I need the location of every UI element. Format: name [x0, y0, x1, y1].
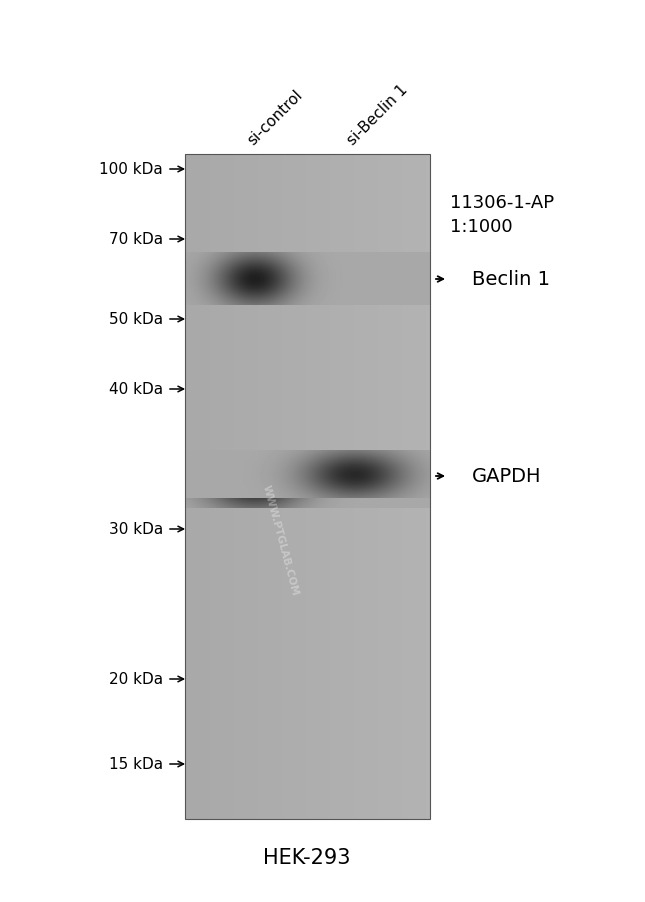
- Text: 100 kDa: 100 kDa: [99, 162, 163, 178]
- Bar: [185, 155, 430, 819]
- Text: 70 kDa: 70 kDa: [109, 232, 163, 247]
- Text: GAPDH: GAPDH: [472, 467, 542, 486]
- Text: 40 kDa: 40 kDa: [109, 382, 163, 397]
- Text: 11306-1-AP
1:1000: 11306-1-AP 1:1000: [450, 194, 554, 235]
- Text: 50 kDa: 50 kDa: [109, 312, 163, 327]
- Text: WWW.PTGLAB.COM: WWW.PTGLAB.COM: [261, 483, 300, 596]
- Text: si-Beclin 1: si-Beclin 1: [344, 82, 410, 148]
- Text: si-control: si-control: [244, 87, 305, 148]
- Text: Beclin 1: Beclin 1: [472, 271, 550, 290]
- Text: HEK-293: HEK-293: [263, 847, 351, 867]
- Text: 30 kDa: 30 kDa: [109, 522, 163, 537]
- Text: 20 kDa: 20 kDa: [109, 672, 163, 686]
- Text: 15 kDa: 15 kDa: [109, 757, 163, 771]
